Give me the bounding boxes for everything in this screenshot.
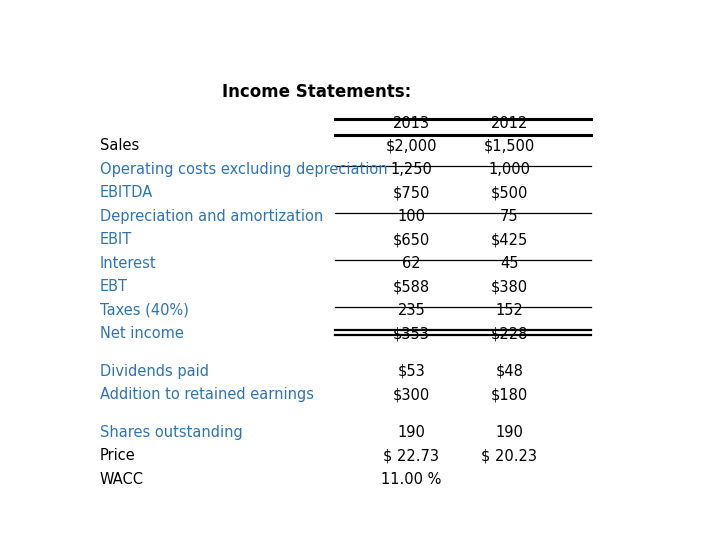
Text: EBT: EBT: [100, 279, 128, 294]
Text: $1,500: $1,500: [484, 139, 535, 154]
Text: $650: $650: [393, 232, 430, 247]
Text: EBITDA: EBITDA: [100, 185, 153, 200]
Text: Price: Price: [100, 448, 135, 463]
Text: EBIT: EBIT: [100, 232, 132, 247]
Text: $48: $48: [496, 364, 523, 379]
Text: $180: $180: [491, 387, 528, 402]
Text: $300: $300: [393, 387, 430, 402]
Text: 1,000: 1,000: [489, 162, 531, 177]
Text: Operating costs excluding depreciation: Operating costs excluding depreciation: [100, 162, 388, 177]
Text: 2013: 2013: [393, 116, 430, 131]
Text: Dividends paid: Dividends paid: [100, 364, 208, 379]
Text: Net income: Net income: [100, 326, 184, 341]
Text: 1,250: 1,250: [390, 162, 432, 177]
Text: WACC: WACC: [100, 472, 144, 487]
Text: $353: $353: [393, 326, 430, 341]
Text: $588: $588: [393, 279, 430, 294]
Text: Shares outstanding: Shares outstanding: [100, 425, 242, 440]
Text: 190: 190: [496, 425, 523, 440]
Text: Addition to retained earnings: Addition to retained earnings: [100, 387, 314, 402]
Text: $750: $750: [393, 185, 430, 200]
Text: Sales: Sales: [100, 139, 139, 154]
Text: Interest: Interest: [100, 256, 157, 271]
Text: 62: 62: [402, 256, 420, 271]
Text: 190: 190: [397, 425, 425, 440]
Text: Income Statements:: Income Statements:: [222, 83, 411, 101]
Text: $2,000: $2,000: [385, 139, 437, 154]
Text: $380: $380: [491, 279, 528, 294]
Text: 75: 75: [500, 209, 519, 224]
Text: $ 20.23: $ 20.23: [482, 448, 538, 463]
Text: 2012: 2012: [491, 116, 528, 131]
Text: $ 22.73: $ 22.73: [383, 448, 439, 463]
Text: 11.00 %: 11.00 %: [381, 472, 442, 487]
Text: $228: $228: [491, 326, 528, 341]
Text: $425: $425: [491, 232, 528, 247]
Text: $500: $500: [491, 185, 528, 200]
Text: 235: 235: [397, 303, 425, 318]
Text: 45: 45: [500, 256, 519, 271]
Text: 100: 100: [397, 209, 425, 224]
Text: Depreciation and amortization: Depreciation and amortization: [100, 209, 323, 224]
Text: Taxes (40%): Taxes (40%): [100, 303, 189, 318]
Text: $53: $53: [397, 364, 425, 379]
Text: 152: 152: [496, 303, 523, 318]
